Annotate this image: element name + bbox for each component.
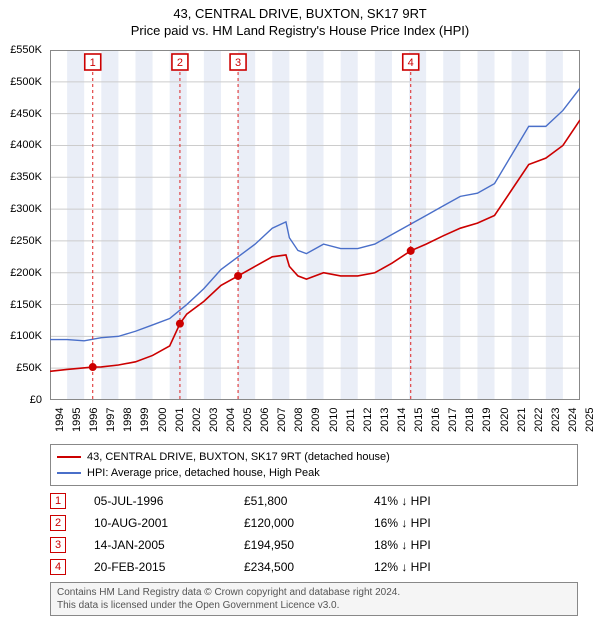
x-axis: 1994 1995 1996 1997 1998 1999 2000 2001 2002 2003… [50, 402, 580, 442]
y-tick-label: £400K [10, 139, 42, 151]
x-tick-label: 2023 [550, 408, 562, 432]
sale-price: £51,800 [244, 494, 374, 508]
sales-row: 4 20-FEB-2015£234,50012% ↓ HPI [50, 556, 578, 578]
x-tick-label: 2024 [567, 408, 579, 432]
legend-item: 43, CENTRAL DRIVE, BUXTON, SK17 9RT (det… [57, 449, 571, 465]
y-axis: £0£50K£100K£150K£200K£250K£300K£350K£400… [0, 50, 46, 400]
x-tick-label: 2020 [499, 408, 511, 432]
sale-date: 10-AUG-2001 [94, 516, 244, 530]
x-tick-label: 2000 [157, 408, 169, 432]
svg-text:4: 4 [408, 57, 414, 69]
y-tick-label: £500K [10, 76, 42, 88]
sale-date: 20-FEB-2015 [94, 560, 244, 574]
chart-container: 43, CENTRAL DRIVE, BUXTON, SK17 9RT Pric… [0, 0, 600, 620]
legend-swatch [57, 472, 81, 474]
x-tick-label: 2003 [208, 408, 220, 432]
x-tick-label: 2008 [293, 408, 305, 432]
x-tick-label: 1997 [105, 408, 117, 432]
y-tick-label: £0 [30, 394, 42, 406]
sale-marker-box: 3 [50, 537, 66, 553]
sale-marker-box: 4 [50, 559, 66, 575]
x-tick-label: 2019 [481, 408, 493, 432]
sale-price: £234,500 [244, 560, 374, 574]
sale-price: £194,950 [244, 538, 374, 552]
legend-swatch [57, 456, 81, 458]
x-tick-label: 2006 [259, 408, 271, 432]
sales-table: 1 05-JUL-1996£51,80041% ↓ HPI 2 10-AUG-2001… [50, 490, 578, 578]
sales-row: 1 05-JUL-1996£51,80041% ↓ HPI [50, 490, 578, 512]
x-tick-label: 1999 [139, 408, 151, 432]
chart-svg: 1 2 3 4 [50, 50, 580, 400]
x-tick-label: 2018 [464, 408, 476, 432]
x-tick-label: 2005 [242, 408, 254, 432]
x-tick-label: 2001 [174, 408, 186, 432]
svg-text:3: 3 [235, 57, 241, 69]
x-tick-label: 2011 [345, 408, 357, 432]
x-tick-label: 2002 [191, 408, 203, 432]
sale-marker-box: 1 [50, 493, 66, 509]
y-tick-label: £250K [10, 235, 42, 247]
svg-text:1: 1 [90, 57, 96, 69]
y-tick-label: £450K [10, 108, 42, 120]
x-tick-label: 2022 [533, 408, 545, 432]
x-tick-label: 2007 [276, 408, 288, 432]
y-tick-label: £550K [10, 44, 42, 56]
x-tick-label: 2014 [396, 408, 408, 432]
sale-hpi-diff: 41% ↓ HPI [374, 494, 484, 508]
sale-date: 05-JUL-1996 [94, 494, 244, 508]
attribution-box: Contains HM Land Registry data © Crown c… [50, 582, 578, 616]
x-tick-label: 1998 [122, 408, 134, 432]
title-address: 43, CENTRAL DRIVE, BUXTON, SK17 9RT [0, 6, 600, 21]
sale-hpi-diff: 12% ↓ HPI [374, 560, 484, 574]
x-tick-label: 2010 [328, 408, 340, 432]
legend: 43, CENTRAL DRIVE, BUXTON, SK17 9RT (det… [50, 444, 578, 486]
y-tick-label: £150K [10, 299, 42, 311]
legend-label: HPI: Average price, detached house, High… [87, 467, 320, 479]
chart-plot-area: 1 2 3 4 [50, 50, 580, 400]
attribution-line2: This data is licensed under the Open Gov… [57, 599, 571, 612]
legend-label: 43, CENTRAL DRIVE, BUXTON, SK17 9RT (det… [87, 451, 390, 463]
sales-row: 2 10-AUG-2001£120,00016% ↓ HPI [50, 512, 578, 534]
y-tick-label: £350K [10, 171, 42, 183]
x-tick-label: 2016 [430, 408, 442, 432]
y-tick-label: £100K [10, 330, 42, 342]
x-tick-label: 2015 [413, 408, 425, 432]
sales-row: 3 14-JAN-2005£194,95018% ↓ HPI [50, 534, 578, 556]
x-tick-label: 2017 [447, 408, 459, 432]
legend-item: HPI: Average price, detached house, High… [57, 465, 571, 481]
title-block: 43, CENTRAL DRIVE, BUXTON, SK17 9RT Pric… [0, 0, 600, 38]
x-tick-label: 2025 [584, 408, 596, 432]
x-tick-label: 1995 [71, 408, 83, 432]
y-tick-label: £200K [10, 267, 42, 279]
sale-price: £120,000 [244, 516, 374, 530]
x-tick-label: 2004 [225, 408, 237, 432]
x-tick-label: 2021 [516, 408, 528, 432]
sale-date: 14-JAN-2005 [94, 538, 244, 552]
sale-marker-box: 2 [50, 515, 66, 531]
svg-text:2: 2 [177, 57, 183, 69]
attribution-line1: Contains HM Land Registry data © Crown c… [57, 586, 571, 599]
title-subtitle: Price paid vs. HM Land Registry's House … [0, 23, 600, 38]
x-tick-label: 1996 [88, 408, 100, 432]
x-tick-label: 1994 [54, 408, 66, 432]
x-tick-label: 2013 [379, 408, 391, 432]
sale-hpi-diff: 18% ↓ HPI [374, 538, 484, 552]
y-tick-label: £300K [10, 203, 42, 215]
sale-hpi-diff: 16% ↓ HPI [374, 516, 484, 530]
y-tick-label: £50K [16, 362, 42, 374]
x-tick-label: 2009 [310, 408, 322, 432]
x-tick-label: 2012 [362, 408, 374, 432]
